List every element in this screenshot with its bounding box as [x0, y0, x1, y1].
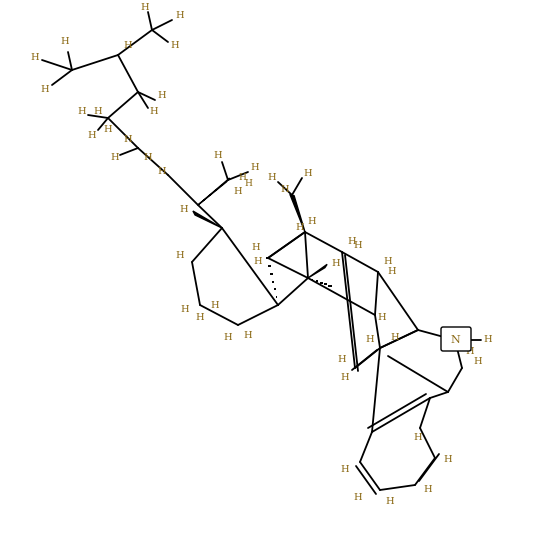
Polygon shape	[198, 178, 229, 205]
Text: H: H	[378, 314, 386, 322]
Text: H: H	[234, 188, 242, 196]
Text: H: H	[307, 217, 316, 227]
Text: H: H	[296, 223, 304, 233]
Text: H: H	[88, 130, 96, 140]
Text: H: H	[176, 250, 184, 260]
Text: H: H	[78, 107, 86, 117]
Text: H: H	[150, 107, 158, 117]
Text: H: H	[41, 85, 49, 95]
Text: H: H	[474, 358, 483, 366]
Text: H: H	[354, 493, 362, 503]
Text: H: H	[176, 12, 184, 20]
Text: H: H	[158, 91, 166, 101]
Text: H: H	[244, 179, 252, 188]
Text: H: H	[124, 41, 132, 51]
Text: H: H	[238, 173, 246, 183]
Text: H: H	[158, 168, 166, 177]
Polygon shape	[193, 211, 222, 228]
Polygon shape	[308, 265, 327, 278]
Text: H: H	[251, 163, 259, 173]
Text: H: H	[341, 465, 349, 475]
Text: H: H	[281, 185, 289, 195]
Text: H: H	[348, 238, 356, 246]
Text: H: H	[391, 333, 399, 343]
Text: H: H	[444, 455, 452, 465]
Text: H: H	[268, 173, 276, 183]
Text: H: H	[304, 169, 312, 179]
Text: H: H	[61, 37, 69, 47]
FancyBboxPatch shape	[441, 327, 471, 351]
Text: N: N	[450, 335, 460, 345]
Text: H: H	[94, 107, 102, 117]
Text: H: H	[384, 257, 393, 267]
Text: H: H	[366, 336, 374, 344]
Text: H: H	[386, 498, 394, 507]
Text: H: H	[244, 331, 253, 339]
Text: H: H	[211, 300, 219, 310]
Text: H: H	[104, 125, 113, 135]
Text: H: H	[195, 314, 204, 322]
Text: H: H	[338, 355, 346, 365]
Text: H: H	[466, 348, 474, 356]
Text: H: H	[141, 3, 149, 13]
Text: H: H	[484, 336, 492, 344]
Text: H: H	[181, 305, 189, 315]
Text: H: H	[354, 240, 362, 250]
Text: H: H	[144, 153, 152, 162]
Text: H: H	[254, 257, 262, 267]
Text: H: H	[111, 153, 119, 162]
Text: H: H	[214, 151, 222, 160]
Text: H: H	[171, 41, 180, 51]
Text: H: H	[414, 433, 422, 443]
Text: H: H	[251, 244, 260, 252]
Polygon shape	[290, 194, 305, 232]
Text: H: H	[388, 267, 396, 277]
Text: H: H	[424, 486, 432, 494]
Text: H: H	[31, 53, 40, 63]
Text: H: H	[180, 206, 188, 214]
Text: H: H	[341, 373, 349, 382]
Text: H: H	[223, 333, 232, 343]
Text: H: H	[332, 258, 340, 267]
Text: H: H	[124, 135, 132, 145]
